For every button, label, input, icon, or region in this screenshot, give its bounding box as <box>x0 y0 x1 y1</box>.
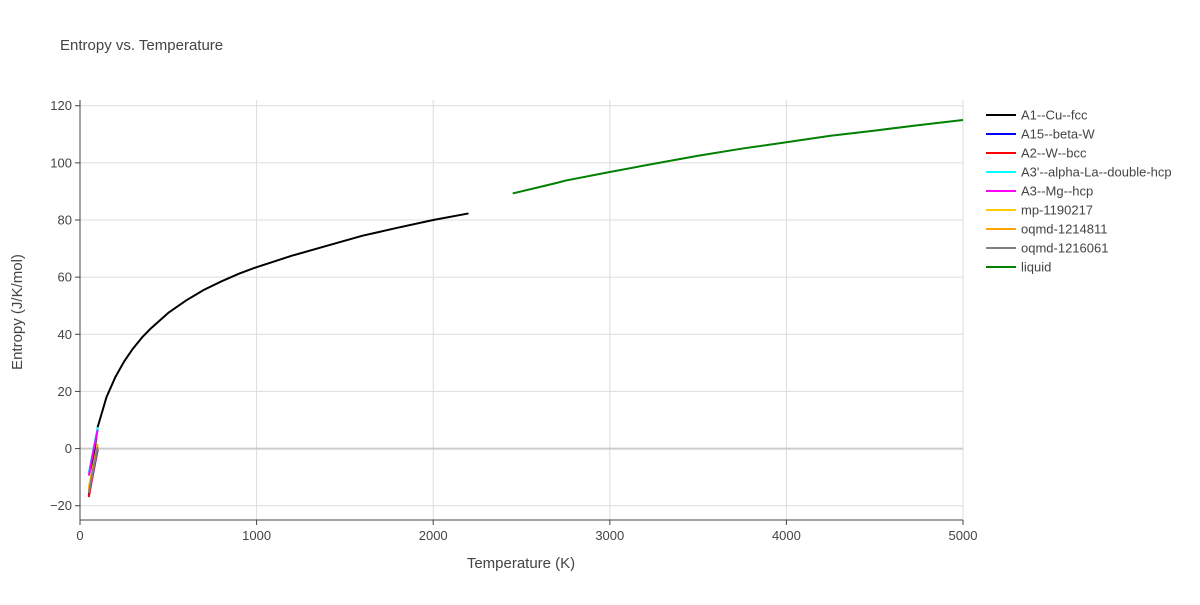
legend-label: A15--beta-W <box>1021 127 1095 142</box>
y-tick-label: 120 <box>50 98 72 113</box>
series-line-liquid <box>512 119 964 195</box>
legend: A1--Cu--fcc A15--beta-W A2--W--bcc A3'--alp… <box>986 108 1172 275</box>
legend-label: mp-1190217 <box>1021 203 1093 218</box>
series-line-a3-mg-hcp <box>87 429 99 476</box>
legend-item-oqmd-1216061[interactable]: oqmd-1216061 <box>986 241 1108 256</box>
legend-item-liquid[interactable]: liquid <box>986 260 1051 275</box>
series-line-a1-cu-fcc <box>87 212 469 496</box>
y-tick-label: 40 <box>58 327 72 342</box>
legend-item-a3-mg-hcp[interactable]: A3--Mg--hcp <box>986 184 1093 199</box>
x-axis-title: Temperature (K) <box>467 555 575 572</box>
legend-item-a2-w-bcc[interactable]: A2--W--bcc <box>986 146 1087 161</box>
y-tick-label: −20 <box>50 498 72 513</box>
y-tick-label: 0 <box>65 441 72 456</box>
x-tick-label: 2000 <box>419 528 448 543</box>
grid-lines <box>80 100 964 520</box>
legend-item-a15-beta-w[interactable]: A15--beta-W <box>986 127 1095 142</box>
legend-item-a3-alpha-la-double-hcp[interactable]: A3'--alpha-La--double-hcp <box>986 165 1172 180</box>
series-lines <box>87 119 964 498</box>
series-line-oqmd-1216061 <box>87 446 99 494</box>
x-tick-label: 4000 <box>772 528 801 543</box>
legend-item-a1-cu-fcc[interactable]: A1--Cu--fcc <box>986 108 1088 123</box>
legend-label: A2--W--bcc <box>1021 146 1087 161</box>
legend-label: A1--Cu--fcc <box>1021 108 1088 123</box>
legend-label: liquid <box>1021 260 1051 275</box>
legend-label: oqmd-1214811 <box>1021 222 1108 237</box>
y-tick-label: 80 <box>58 213 72 228</box>
axes <box>75 100 964 525</box>
y-tick-label: 100 <box>50 155 72 170</box>
legend-label: oqmd-1216061 <box>1021 241 1108 256</box>
x-tick-label: 0 <box>76 528 83 543</box>
x-tick-label: 5000 <box>949 528 978 543</box>
x-tick-label: 1000 <box>242 528 271 543</box>
x-tick-labels: 0 1000 2000 3000 4000 5000 <box>76 528 977 543</box>
y-tick-label: 20 <box>58 384 72 399</box>
legend-item-mp-1190217[interactable]: mp-1190217 <box>986 203 1093 218</box>
x-tick-label: 3000 <box>595 528 624 543</box>
chart-title: Entropy vs. Temperature <box>60 37 223 54</box>
legend-item-oqmd-1214811[interactable]: oqmd-1214811 <box>986 222 1108 237</box>
y-tick-label: 60 <box>58 270 72 285</box>
y-axis-title: Entropy (J/K/mol) <box>9 254 26 370</box>
legend-label: A3--Mg--hcp <box>1021 184 1093 199</box>
y-tick-labels: −20 0 20 40 60 80 100 120 <box>50 98 72 513</box>
legend-label: A3'--alpha-La--double-hcp <box>1021 165 1172 180</box>
